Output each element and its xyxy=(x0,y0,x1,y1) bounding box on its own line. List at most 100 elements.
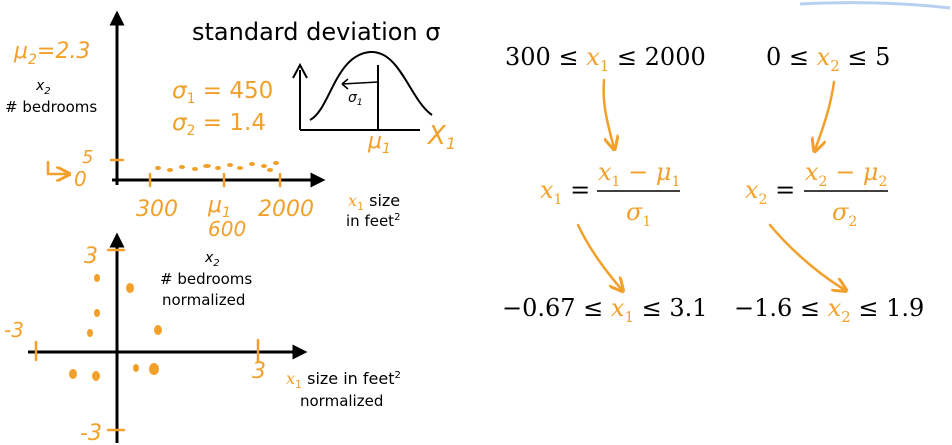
shape xyxy=(87,329,93,337)
text-part: 1 xyxy=(446,134,456,153)
shape xyxy=(215,166,221,170)
text-part: x xyxy=(828,294,842,322)
text-part: x xyxy=(348,191,357,210)
y-min: -3 xyxy=(80,421,102,445)
shape xyxy=(341,78,379,90)
shape: x2 − μ2 xyxy=(805,158,887,190)
mu1-label: μ1 xyxy=(207,193,231,221)
x-tick-label: 2000 xyxy=(258,197,314,222)
y-min: 0 xyxy=(74,167,87,191)
mu2-label: μ2=2.3 xyxy=(13,39,90,68)
x-tick-label: 300 xyxy=(136,197,178,222)
shape xyxy=(261,164,267,168)
y-var: x2 xyxy=(35,78,51,97)
bell-curve: σ1 μ1 X1 xyxy=(292,50,456,157)
text-part: − xyxy=(827,158,862,186)
y-max: 5 xyxy=(82,147,93,168)
sigma-2: σ2 = 1.4 xyxy=(172,110,266,139)
shape xyxy=(267,168,273,172)
shape: x1 = xyxy=(540,176,590,208)
title: standard deviation σ xyxy=(192,18,440,46)
original-plot: μ2=2.3 x2 # bedrooms 5 0 300 2000 μ1 600… xyxy=(5,10,400,241)
arrow xyxy=(815,80,836,150)
text-part: 1 xyxy=(187,91,196,107)
x-min: -3 xyxy=(4,318,24,342)
text-part: μ xyxy=(13,39,28,64)
range: 0 ≤ x2 ≤ 5 xyxy=(766,43,890,75)
shape xyxy=(154,325,162,335)
text-part: 2 xyxy=(878,174,887,190)
shape xyxy=(309,50,433,121)
shape xyxy=(69,369,77,379)
shape xyxy=(94,309,100,317)
text-part: σ xyxy=(172,78,188,104)
arrow xyxy=(768,223,845,290)
text-part: 1 xyxy=(612,174,621,190)
text-part: 1 xyxy=(222,205,231,221)
shape xyxy=(92,371,100,381)
text-part: 1 xyxy=(600,57,610,75)
shape: x1 − μ1 xyxy=(598,158,680,190)
text-part: x xyxy=(586,43,600,71)
text-part: = xyxy=(767,176,795,204)
text-part: size xyxy=(364,191,400,210)
text-part: x xyxy=(745,176,759,204)
text-part: μ xyxy=(207,193,222,218)
shape xyxy=(237,166,243,170)
text-part: x xyxy=(598,158,612,186)
shape xyxy=(273,161,279,165)
text-part: 1 xyxy=(554,192,563,208)
shape xyxy=(249,162,255,166)
text-part: −1.6 ≤ xyxy=(734,294,828,322)
shape xyxy=(179,165,185,169)
x-label: normalized xyxy=(300,392,383,410)
points xyxy=(69,274,162,381)
decoration xyxy=(799,1,951,10)
text-part: = xyxy=(562,176,590,204)
text-part: x xyxy=(204,250,214,266)
normalized-range: −0.67 ≤ x1 ≤ 3.1 xyxy=(502,294,708,326)
shape: μ1 xyxy=(367,129,391,157)
text-part: x xyxy=(611,294,625,322)
text-part: 2 xyxy=(830,57,840,75)
text-part: 1 xyxy=(382,141,391,157)
shape xyxy=(292,62,308,130)
y-var: x2 xyxy=(204,250,220,269)
text-part: X xyxy=(426,121,447,151)
text-part: ≤ 3.1 xyxy=(634,294,708,322)
text-part: in feet xyxy=(346,212,394,230)
shape: X1 xyxy=(426,121,456,153)
text-part: x xyxy=(817,43,831,71)
y-label: # bedrooms xyxy=(5,98,97,116)
arrow xyxy=(576,223,622,290)
formula: x2 = x2 − μ2 σ2 xyxy=(745,158,888,230)
text-part: μ xyxy=(656,158,672,186)
x-max: 3 xyxy=(252,359,266,384)
x-label: x1 size in feet2 xyxy=(286,369,401,391)
arrow xyxy=(602,78,614,148)
text-part: 300 ≤ xyxy=(505,43,586,71)
shape: σ2 xyxy=(832,198,857,230)
points xyxy=(155,161,279,172)
formula: x1 = x1 − μ1 σ1 xyxy=(540,158,680,230)
text-part: 2 xyxy=(848,214,857,230)
text-part: ≤ 2000 xyxy=(609,43,705,71)
text-part: 2 xyxy=(395,370,401,381)
text-part: ≤ 1.9 xyxy=(851,294,925,322)
arrow xyxy=(46,160,68,174)
text-part: 1 xyxy=(671,174,680,190)
x-label: x1 size xyxy=(348,191,400,213)
text-part: x xyxy=(286,369,295,388)
text-part: 1 xyxy=(642,214,651,230)
shape xyxy=(94,274,100,282)
text-part: 2 xyxy=(759,192,768,208)
normalized-plot: 3 -3 -3 3 x2 # bedrooms normalized x1 si… xyxy=(4,232,401,445)
text-part: σ xyxy=(348,90,358,106)
shape xyxy=(203,164,211,168)
text-part: x xyxy=(805,158,819,186)
text-part: 2 xyxy=(394,212,400,223)
text-part: 2 xyxy=(44,86,50,97)
shape xyxy=(227,163,233,167)
text-part: σ xyxy=(172,110,188,136)
